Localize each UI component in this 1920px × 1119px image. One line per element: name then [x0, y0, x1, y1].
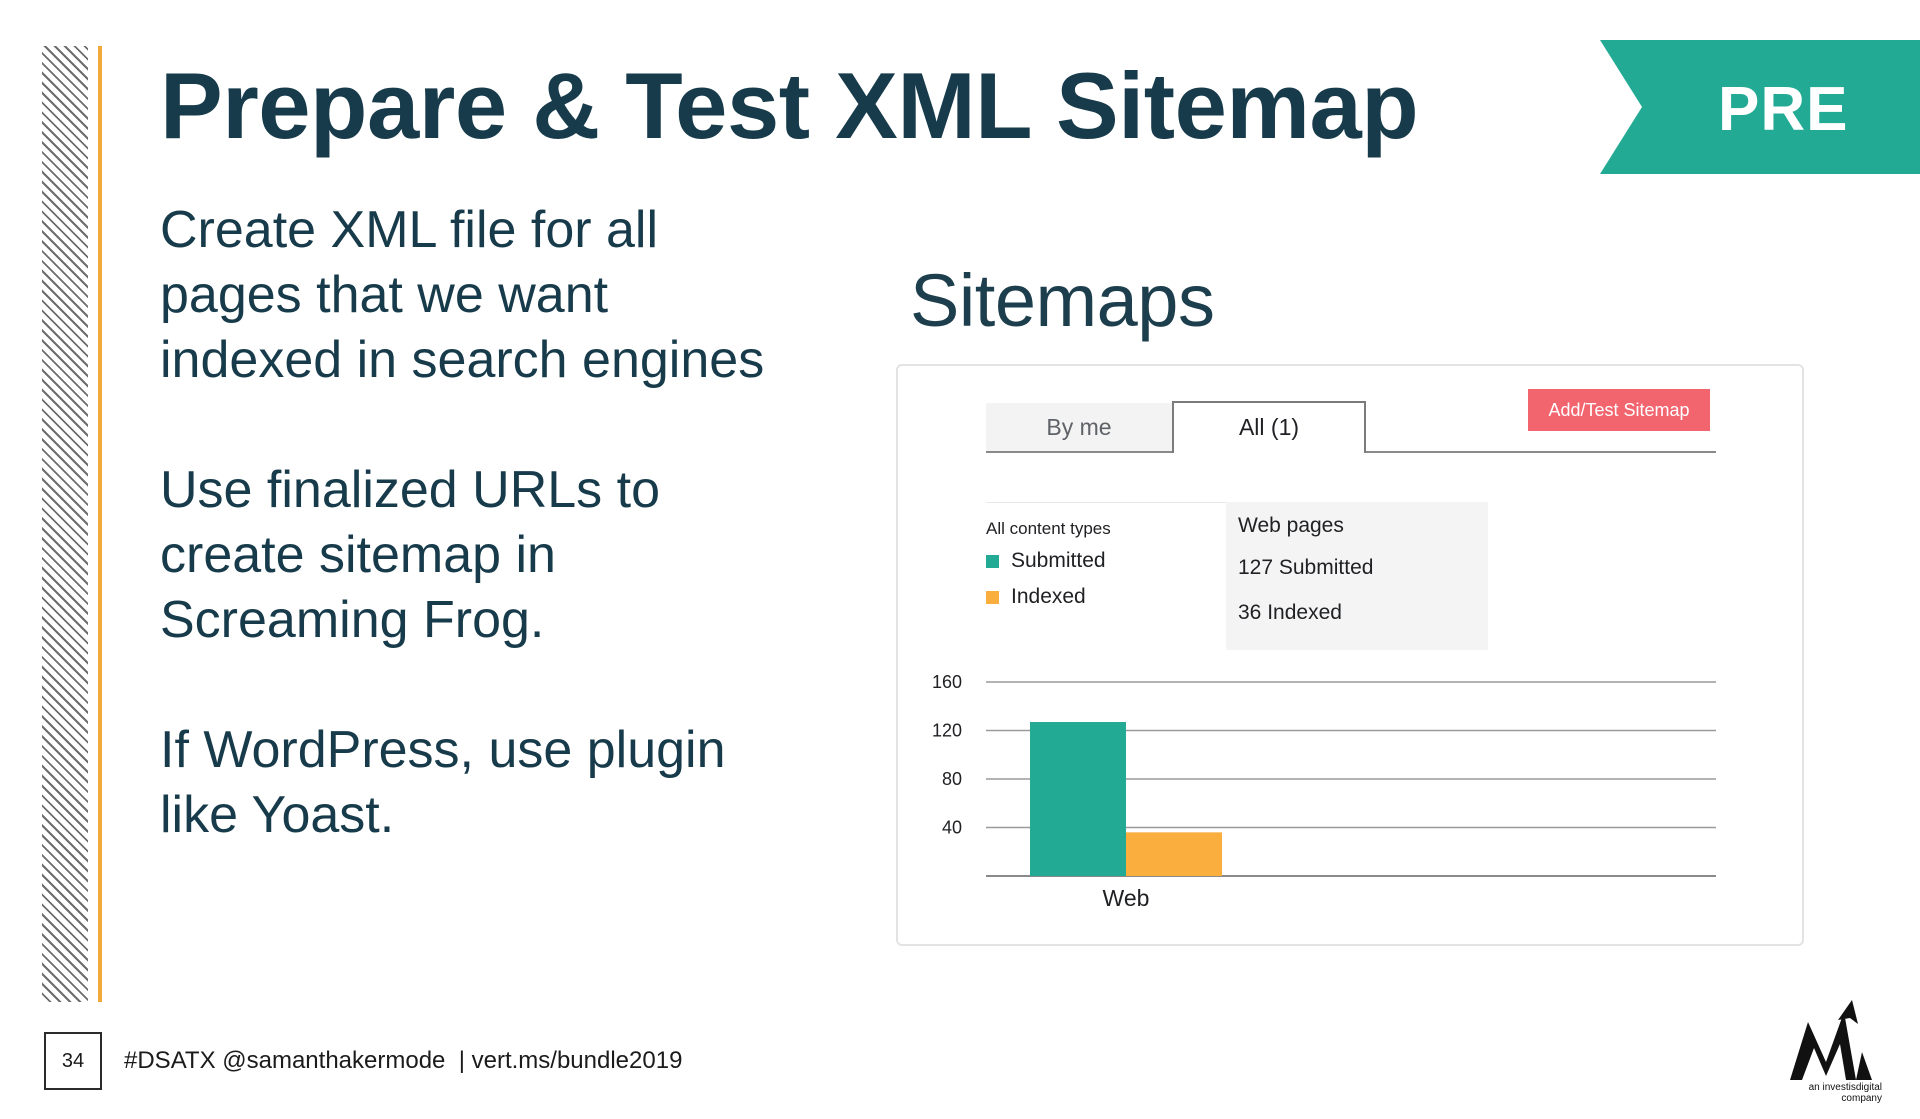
y-tick-label: 160: [932, 672, 962, 692]
decorative-stripe-bar: [42, 46, 88, 1002]
slide-title: Prepare & Test XML Sitemap: [160, 53, 1419, 158]
page-number-box: 34: [44, 1032, 102, 1090]
stats-heading: Web pages: [1238, 514, 1344, 537]
bar-indexed: [1126, 832, 1222, 876]
paragraph-create-xml: Create XML file for all pages that we wa…: [160, 198, 764, 393]
sitemaps-panel: By me All (1) Add/Test Sitemap All conte…: [896, 364, 1804, 946]
paragraph-finalized-urls: Use finalized URLs to create sitemap in …: [160, 458, 660, 653]
legend-swatch-indexed: [986, 590, 999, 604]
stats-submitted: 127 Submitted: [1238, 556, 1374, 579]
pre-badge-label: PRE: [1718, 75, 1849, 144]
x-category-label: Web: [1103, 885, 1150, 911]
paragraph-wordpress: If WordPress, use plugin like Yoast.: [160, 718, 726, 848]
paragraph-line: If WordPress, use plugin: [160, 721, 726, 779]
y-tick-label: 40: [942, 818, 962, 838]
page-number: 34: [61, 1050, 85, 1072]
company-logo: an investisdigital company: [1786, 1000, 1882, 1104]
paragraph-line: create sitemap in: [160, 526, 556, 584]
pre-badge-banner: [1600, 40, 1920, 174]
add-test-sitemap-button[interactable]: Add/Test Sitemap: [1528, 389, 1710, 431]
chart-legend: All content types Submitted Indexed: [986, 502, 1226, 652]
sitemaps-heading: Sitemaps: [910, 259, 1215, 342]
tab-underline: [1366, 451, 1716, 453]
paragraph-line: like Yoast.: [160, 786, 395, 844]
y-tick-label: 120: [932, 721, 962, 741]
tab-by-me[interactable]: By me: [986, 403, 1172, 453]
legend-label: Indexed: [1011, 585, 1086, 608]
tab-all[interactable]: All (1): [1172, 401, 1366, 453]
logo-tagline: an investisdigital company: [1808, 1082, 1882, 1104]
paragraph-line: Screaming Frog.: [160, 591, 545, 649]
paragraph-line: indexed in search engines: [160, 331, 765, 389]
logo-mark-icon: [1790, 1000, 1872, 1080]
sitemap-bar-chart: 40 80 120 160 Web: [932, 672, 1716, 911]
paragraph-line: pages that we want: [160, 266, 609, 324]
stats-indexed: 36 Indexed: [1238, 601, 1342, 624]
y-tick-label: 80: [942, 769, 962, 789]
legend-item-submitted: Submitted: [986, 549, 1106, 573]
legend-swatch-submitted: [986, 554, 999, 568]
bar-submitted: [1030, 722, 1126, 876]
accent-divider: [98, 46, 102, 1002]
legend-label: Submitted: [1011, 549, 1106, 572]
web-pages-stats: Web pages 127 Submitted 36 Indexed: [1226, 502, 1488, 650]
footer-text: #DSATX @samanthakermode | vert.ms/bundle…: [124, 1047, 683, 1074]
paragraph-line: Use finalized URLs to: [160, 461, 660, 519]
legend-heading: All content types: [986, 519, 1111, 538]
legend-item-indexed: Indexed: [986, 585, 1086, 609]
paragraph-line: Create XML file for all: [160, 201, 659, 259]
